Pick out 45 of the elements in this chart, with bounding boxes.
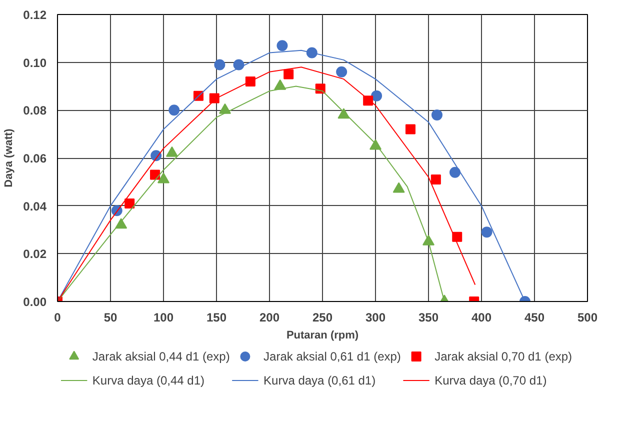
x-tick-label: 300 [365, 310, 386, 324]
legend-label: Jarak aksial 0,70 d1 (exp) [434, 350, 572, 364]
point [168, 104, 180, 116]
y-tick-label: 0.12 [23, 8, 47, 22]
y-axis-title: Daya (watt) [3, 128, 16, 188]
x-tick-label: 0 [54, 310, 62, 324]
point [276, 40, 288, 52]
x-tick-label: 100 [153, 310, 174, 324]
y-tick-label: 0.04 [23, 199, 47, 214]
point [371, 90, 382, 102]
legend-label: Kurva daya (0,61 d1) [264, 374, 376, 388]
y-tick-label: 0.08 [23, 104, 47, 118]
point [452, 232, 462, 242]
y-tick-label: 0.06 [23, 152, 47, 166]
point [430, 174, 441, 185]
y-tick-label: 0.00 [23, 295, 47, 309]
point [209, 93, 220, 104]
point [392, 182, 405, 193]
y-tick-label: 0.02 [23, 247, 47, 262]
legend-label: Kurva daya (0,44 d1) [92, 374, 204, 388]
point [450, 166, 460, 178]
point [284, 69, 294, 80]
point [166, 146, 178, 157]
x-tick-label: 450 [524, 310, 545, 324]
x-tick-label: 50 [104, 310, 118, 324]
x-tick-label: 400 [471, 310, 492, 324]
point [422, 234, 434, 246]
x-tick-label: 200 [259, 310, 280, 324]
point [336, 66, 348, 78]
point [218, 103, 231, 114]
legend-label: Jarak aksial 0,61 d1 (exp) [264, 350, 401, 364]
point [431, 109, 442, 120]
point [214, 59, 226, 70]
point [150, 170, 160, 180]
x-tick-label: 150 [206, 310, 227, 324]
legend-label: Jarak aksial 0,44 d1 (exp) [92, 350, 230, 364]
y-tick-label: 0.10 [23, 56, 47, 70]
legend-label: Kurva daya (0,70 d1) [434, 374, 547, 388]
x-tick-label: 350 [418, 310, 439, 324]
x-tick-label: 250 [312, 310, 333, 324]
x-axis-title: Putaran (rpm) [286, 330, 359, 342]
point [405, 124, 416, 134]
x-tick-label: 500 [577, 310, 598, 324]
point [124, 198, 135, 208]
point [158, 172, 170, 184]
